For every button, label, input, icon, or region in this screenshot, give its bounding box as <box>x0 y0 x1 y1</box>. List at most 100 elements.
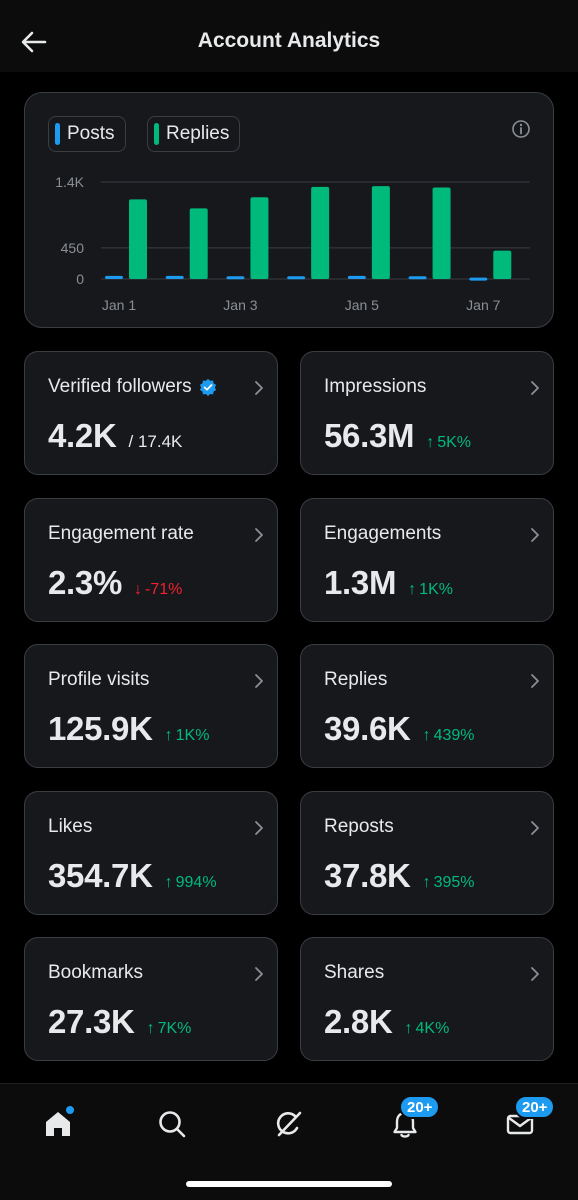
likes-card[interactable]: Likes 354.7K ↑ 994% <box>24 790 278 915</box>
metric-label-text: Profile visits <box>48 669 150 691</box>
metric-label: Profile visits <box>48 669 149 691</box>
nav-messages[interactable]: 20+ <box>498 1095 556 1146</box>
replies-bar <box>250 197 269 279</box>
metric-change-value: 1K% <box>175 727 210 745</box>
metric-label-text: Shares <box>324 962 385 984</box>
metric-label: Verified followers <box>48 376 217 398</box>
posts-bar <box>408 276 427 280</box>
posts-swatch <box>55 123 60 145</box>
metric-label-text: Impressions <box>324 376 427 397</box>
posts-bar <box>287 276 306 280</box>
metric-value: 56.3M <box>324 417 415 454</box>
replies-bar <box>493 250 512 279</box>
bar-chart: 0 450 1.4K Jan 1 Jan 3 Jan 5 Jan 7 <box>55 174 530 313</box>
metric-value-row: 27.3K ↑ 7K% <box>48 1003 191 1041</box>
metric-change-value: 395% <box>433 873 475 891</box>
metric-value-row: 2.3% ↓ -71% <box>48 564 182 602</box>
replies-bar <box>189 208 208 279</box>
x-tick-label: Jan 3 <box>223 297 257 313</box>
info-icon[interactable] <box>511 119 531 139</box>
bottom-navigation: 20+ 20+ <box>0 1083 578 1200</box>
arrow-up-icon: ↑ <box>164 873 173 891</box>
bookmarks-card[interactable]: Bookmarks 27.3K ↑ 7K% <box>24 937 278 1062</box>
metric-label-text: Replies <box>324 669 388 691</box>
legend-replies-label: Replies <box>166 123 230 144</box>
metric-label: Likes <box>48 816 92 838</box>
metric-change: ↑ 439% <box>423 727 475 745</box>
replies-bar <box>129 199 147 279</box>
home-icon <box>46 1112 70 1136</box>
notifications-badge: 20+ <box>399 1095 441 1119</box>
metric-value-row: 37.8K ↑ 395% <box>324 857 474 895</box>
metric-change: ↑ 5K% <box>426 434 471 452</box>
chevron-right-icon <box>255 527 263 542</box>
metric-value-row: 56.3M ↑ 5K% <box>324 417 471 455</box>
metric-label-text: Engagement rate <box>48 522 194 544</box>
home-unread-dot <box>66 1106 74 1114</box>
reposts-card[interactable]: Reposts 37.8K ↑ 395% <box>300 790 554 915</box>
arrow-up-icon: ↑ <box>422 727 431 745</box>
metric-change: ↓ -71% <box>134 581 182 599</box>
engagements-card[interactable]: Engagements 1.3M ↑ 1K% <box>300 497 554 622</box>
page-title: Account Analytics <box>197 29 381 52</box>
metric-change: ↑ 395% <box>423 874 475 892</box>
metric-value-row: 354.7K ↑ 994% <box>48 857 217 895</box>
metric-value: 125.9K <box>48 710 153 748</box>
metric-change-value: 7K% <box>157 1020 192 1038</box>
metric-change-value: 994% <box>175 873 217 891</box>
metric-label: Reposts <box>324 816 394 838</box>
metric-change: ↑ 7K% <box>147 1020 192 1038</box>
metric-value: 2.8K <box>324 1003 393 1041</box>
chevron-right-icon <box>531 820 539 835</box>
nav-grok[interactable] <box>267 1102 311 1146</box>
legend-posts-toggle[interactable]: Posts <box>48 116 126 152</box>
metric-label-text: Likes <box>48 815 93 837</box>
x-tick-label: Jan 5 <box>345 297 379 313</box>
grok-icon <box>276 1111 302 1137</box>
arrow-up-icon: ↑ <box>164 727 173 745</box>
replies-bar <box>432 187 451 279</box>
replies-card[interactable]: Replies 39.6K ↑ 439% <box>300 644 554 769</box>
metric-label-text: Bookmarks <box>48 962 144 984</box>
metric-total: / 17.4K <box>128 432 183 451</box>
home-indicator <box>186 1181 392 1187</box>
x-tick-label: Jan 7 <box>466 297 500 313</box>
posts-bar <box>347 275 366 279</box>
replies-swatch <box>154 123 159 145</box>
shares-card[interactable]: Shares 2.8K ↑ 4K% <box>300 937 554 1062</box>
chevron-right-icon <box>255 674 263 689</box>
arrow-up-icon: ↑ <box>146 1020 155 1038</box>
profile-visits-card[interactable]: Profile visits 125.9K ↑ 1K% <box>24 644 278 769</box>
metric-label: Shares <box>324 962 384 984</box>
metric-change-value: 1K% <box>419 580 453 598</box>
arrow-up-icon: ↑ <box>404 1020 413 1038</box>
y-tick-label: 1.4K <box>55 174 84 190</box>
arrow-up-icon: ↑ <box>426 434 435 451</box>
y-tick-label: 0 <box>76 271 84 287</box>
metric-change-value: -71% <box>145 580 183 598</box>
metric-value: 27.3K <box>48 1003 135 1041</box>
legend-replies-toggle[interactable]: Replies <box>147 116 241 152</box>
engagement-rate-card[interactable]: Engagement rate 2.3% ↓ -71% <box>24 497 278 622</box>
metric-value: 2.3% <box>48 563 123 601</box>
metric-change-value: 5K% <box>437 434 472 451</box>
metric-value: 4.2K <box>48 417 117 454</box>
impressions-card[interactable]: Impressions 56.3M ↑ 5K% <box>300 351 554 475</box>
verified-followers-card[interactable]: Verified followers 4.2K / 17.4K <box>24 351 278 475</box>
metric-value: 37.8K <box>324 856 411 894</box>
nav-search[interactable] <box>150 1102 194 1146</box>
activity-chart-card: Posts Replies 0 450 1.4K Jan 1 Jan 3 Jan 5 Jan… <box>24 92 554 328</box>
metric-label: Bookmarks <box>48 962 143 984</box>
metric-label: Impressions <box>324 376 426 398</box>
chevron-right-icon <box>255 381 263 395</box>
back-arrow-icon <box>21 31 47 53</box>
chevron-right-icon <box>531 674 539 689</box>
nav-notifications[interactable]: 20+ <box>383 1095 441 1146</box>
metric-change: ↑ 1K% <box>165 727 210 745</box>
back-button[interactable] <box>16 24 52 60</box>
posts-bar <box>469 277 488 281</box>
nav-home[interactable] <box>36 1102 80 1146</box>
metric-change-value: 4K% <box>415 1020 450 1038</box>
metric-value-row: 2.8K ↑ 4K% <box>324 1003 449 1041</box>
metric-value-row: 4.2K / 17.4K <box>48 417 182 455</box>
